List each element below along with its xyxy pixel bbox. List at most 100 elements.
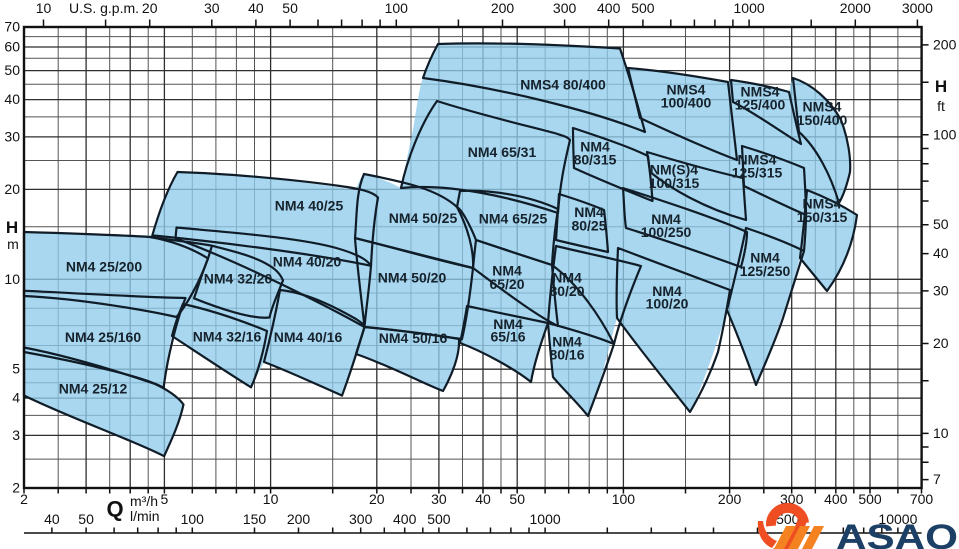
svg-text:200: 200 (718, 491, 742, 507)
svg-text:65/16: 65/16 (490, 329, 525, 345)
svg-text:80/25: 80/25 (571, 218, 606, 234)
svg-text:700: 700 (910, 491, 934, 507)
svg-text:U.S. g.p.m.: U.S. g.p.m. (69, 0, 139, 16)
svg-text:NM4 25/12: NM4 25/12 (59, 381, 128, 397)
svg-text:400: 400 (597, 0, 621, 16)
svg-text:NMS4: NMS4 (738, 152, 777, 168)
svg-text:50: 50 (4, 62, 20, 78)
svg-text:NM4 40/16: NM4 40/16 (274, 329, 343, 345)
svg-text:400: 400 (393, 511, 417, 527)
svg-text:500: 500 (631, 0, 655, 16)
svg-text:NM4: NM4 (492, 263, 522, 279)
svg-text:NM4: NM4 (552, 270, 582, 286)
svg-text:l/min: l/min (130, 508, 160, 524)
svg-text:ASAO: ASAO (836, 518, 958, 549)
svg-text:40: 40 (475, 491, 491, 507)
svg-text:5: 5 (161, 491, 169, 507)
svg-text:NM4: NM4 (493, 316, 523, 332)
svg-text:30: 30 (204, 0, 220, 16)
svg-text:NMS4 80/400: NMS4 80/400 (520, 77, 606, 93)
svg-text:400: 400 (824, 491, 848, 507)
svg-text:NM4 50/16: NM4 50/16 (379, 330, 448, 346)
svg-text:NM4 50/20: NM4 50/20 (378, 270, 447, 286)
svg-text:40: 40 (4, 91, 20, 107)
svg-text:60: 60 (4, 39, 20, 55)
svg-text:1000: 1000 (734, 0, 765, 16)
svg-text:40: 40 (44, 511, 60, 527)
svg-text:100/315: 100/315 (649, 175, 700, 191)
svg-text:NM4 25/160: NM4 25/160 (65, 329, 141, 345)
svg-text:10: 10 (263, 491, 279, 507)
svg-text:100/20: 100/20 (646, 296, 689, 312)
svg-text:NM4 25/200: NM4 25/200 (66, 259, 142, 275)
svg-text:2: 2 (12, 480, 20, 496)
svg-text:150: 150 (243, 511, 267, 527)
svg-text:ft: ft (937, 98, 945, 114)
svg-text:10000: 10000 (878, 511, 917, 527)
svg-text:NMS4: NMS4 (803, 99, 842, 115)
svg-text:300: 300 (349, 511, 373, 527)
svg-text:4: 4 (12, 390, 20, 406)
svg-text:20: 20 (4, 181, 20, 197)
svg-text:NM4: NM4 (580, 139, 610, 155)
svg-text:200: 200 (287, 511, 311, 527)
svg-text:H: H (935, 77, 947, 96)
svg-text:NM4 65/31: NM4 65/31 (468, 144, 537, 160)
svg-text:150/315: 150/315 (797, 209, 848, 225)
svg-text:NM4 50/25: NM4 50/25 (389, 210, 458, 226)
svg-text:80/315: 80/315 (574, 152, 617, 168)
svg-text:150/400: 150/400 (797, 112, 848, 128)
svg-text:1000: 1000 (530, 511, 561, 527)
svg-text:100: 100 (181, 511, 205, 527)
svg-text:30: 30 (431, 491, 447, 507)
svg-text:500: 500 (427, 511, 451, 527)
svg-text:m³/h: m³/h (130, 493, 158, 509)
svg-text:100/250: 100/250 (641, 224, 692, 240)
svg-text:70: 70 (4, 19, 20, 35)
svg-text:NM4: NM4 (552, 334, 582, 350)
svg-text:NM4: NM4 (652, 283, 682, 299)
svg-text:H: H (6, 218, 18, 237)
svg-text:NMS4: NMS4 (741, 84, 780, 100)
svg-text:20: 20 (369, 491, 385, 507)
svg-text:50: 50 (509, 491, 525, 507)
svg-text:50: 50 (282, 0, 298, 16)
svg-text:NM4 40/20: NM4 40/20 (273, 254, 342, 270)
svg-text:NM4 65/25: NM4 65/25 (479, 211, 548, 227)
svg-text:2000: 2000 (840, 0, 871, 16)
svg-text:10: 10 (4, 271, 20, 287)
svg-text:30: 30 (933, 282, 949, 298)
svg-text:500: 500 (858, 491, 882, 507)
svg-text:10: 10 (933, 425, 949, 441)
svg-text:2: 2 (20, 491, 28, 507)
svg-text:65/20: 65/20 (489, 276, 524, 292)
svg-text:20: 20 (142, 0, 158, 16)
svg-text:10: 10 (36, 0, 52, 16)
svg-text:3: 3 (12, 427, 20, 443)
svg-text:NM4: NM4 (574, 204, 604, 220)
svg-text:NM(S)4: NM(S)4 (650, 162, 698, 178)
svg-text:300: 300 (553, 0, 577, 16)
svg-text:NM4 32/20: NM4 32/20 (204, 271, 273, 287)
svg-text:NMS4: NMS4 (803, 196, 842, 212)
svg-text:NMS4: NMS4 (667, 82, 706, 98)
svg-text:200: 200 (933, 36, 957, 52)
svg-text:200: 200 (491, 0, 515, 16)
svg-text:NM4 40/25: NM4 40/25 (275, 198, 344, 214)
svg-text:80/16: 80/16 (549, 347, 584, 363)
svg-text:7: 7 (933, 471, 941, 487)
svg-text:100: 100 (612, 491, 636, 507)
svg-text:125/315: 125/315 (732, 165, 783, 181)
svg-text:40: 40 (248, 0, 264, 16)
svg-text:100: 100 (933, 126, 957, 142)
svg-text:30: 30 (4, 128, 20, 144)
svg-text:50: 50 (78, 511, 94, 527)
svg-text:NM4 32/16: NM4 32/16 (193, 329, 262, 345)
svg-text:125/400: 125/400 (735, 97, 786, 113)
svg-text:Q: Q (106, 497, 123, 522)
svg-text:NM4: NM4 (750, 250, 780, 266)
svg-text:40: 40 (933, 245, 949, 261)
svg-text:m: m (7, 236, 19, 252)
svg-text:3000: 3000 (902, 0, 933, 16)
svg-text:NM4: NM4 (651, 211, 681, 227)
